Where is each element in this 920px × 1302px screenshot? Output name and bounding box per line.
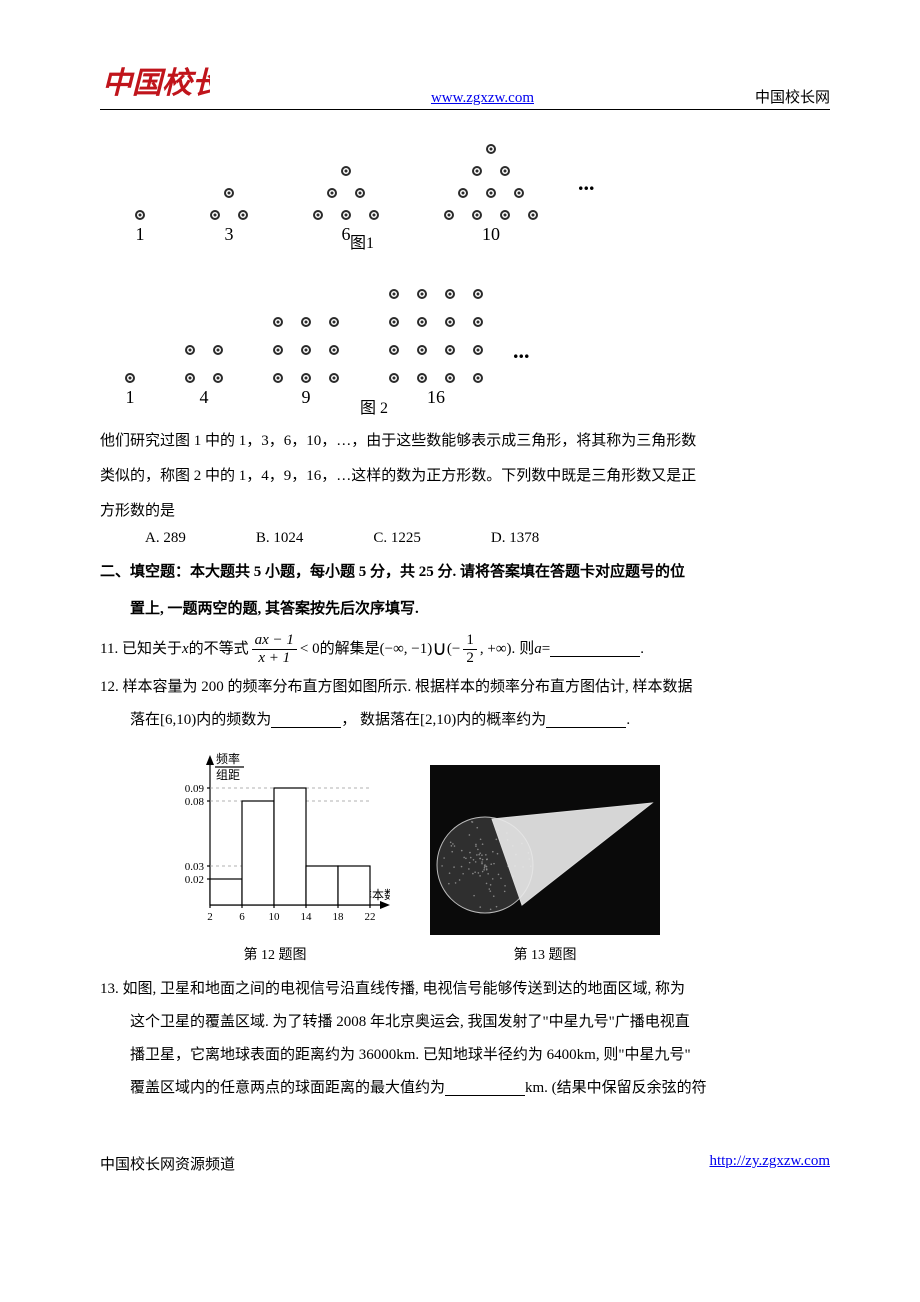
q11-set-b-close: , +∞). (480, 634, 515, 665)
svg-text:22: 22 (365, 911, 376, 923)
q10-paragraph-line2: 类似的，称图 2 中的 1，4，9，16，…这样的数为正方形数。下列数中既是三角… (100, 461, 830, 492)
q10-paragraph-line1: 他们研究过图 1 中的 1，3，6，10，…，由于这些数能够表示成三角形，将其称… (100, 426, 830, 457)
q11-var-a: a (534, 634, 542, 665)
q10-paragraph-line3: 方形数的是 (100, 496, 830, 527)
q11-union: ∪ (432, 629, 447, 670)
q12-figure: 频率组距样本数据0.020.030.080.092610141822 第 12 … (160, 745, 390, 964)
svg-text:组距: 组距 (216, 768, 240, 782)
figure-2-svg: 1 4 9 16... 图 2 (100, 258, 680, 418)
svg-text:6: 6 (239, 911, 245, 923)
q12-histogram: 频率组距样本数据0.020.030.080.092610141822 (160, 745, 390, 935)
q13-line1: 13. 如图, 卫星和地面之间的电视信号沿直线传播, 电视信号能够传送到达的地面… (100, 974, 830, 1005)
svg-text:0.09: 0.09 (185, 783, 205, 795)
q12-interval-1: [6,10) (160, 705, 196, 736)
svg-text:图 2: 图 2 (360, 400, 388, 417)
q11-half-num: 1 (463, 632, 477, 649)
site-url-link[interactable]: www.zgxzw.com (210, 90, 755, 107)
q12-text-d: 内的概率约为 (456, 705, 546, 736)
section-2-heading-line1: 二、填空题：本大题共 5 小题，每小题 5 分，共 25 分. 请将答案填在答题… (100, 557, 830, 588)
section-2-heading-line2: 置上, 一题两空的题, 其答案按先后次序填写. (100, 594, 830, 625)
svg-text:16: 16 (427, 387, 445, 407)
q12-blank-1 (271, 712, 341, 728)
q12-caption: 第 12 题图 (160, 944, 390, 964)
q12-line1: 12. 样本容量为 200 的频率分布直方图如图所示. 根据样本的频率分布直方图… (100, 672, 830, 703)
svg-text:中国校长: 中国校长 (102, 67, 210, 100)
q13-line2: 这个卫星的覆盖区域. 为了转播 2008 年北京奥运会, 我国发射了"中星九号"… (100, 1007, 830, 1038)
q10-option-a: A. 289 (145, 530, 186, 547)
q12-interval-2: [2,10) (420, 705, 456, 736)
q11-half-den: 2 (463, 650, 477, 667)
q12-text-b: 内的频数为 (196, 705, 271, 736)
svg-text:1: 1 (136, 224, 145, 244)
q12-text-e: . (626, 705, 630, 736)
site-logo: 中国校长 (100, 55, 210, 107)
svg-text:2: 2 (207, 911, 213, 923)
q11-half-frac: 1 2 (463, 632, 477, 666)
q11: 11. 已知关于 x 的不等式 ax − 1 x + 1 < 0 的解集是 (−… (100, 629, 830, 670)
q12-text-c: ， 数据落在 (341, 705, 420, 736)
q13-text-b: km. (结果中保留反余弦的符 (525, 1073, 707, 1104)
q10-option-d: D. 1378 (491, 530, 539, 547)
svg-text:频率: 频率 (216, 751, 240, 766)
page-header: 中国校长 www.zgxzw.com 中国校长网 (100, 55, 830, 110)
q11-lt0: < 0 (300, 634, 320, 665)
logo-icon: 中国校长 (100, 55, 210, 107)
q11-text-mid1: 的不等式 (189, 634, 249, 665)
q13-text-a: 覆盖区域内的任意两点的球面距离的最大值约为 (130, 1073, 445, 1104)
svg-text:18: 18 (333, 911, 345, 923)
svg-text:1: 1 (126, 387, 135, 407)
svg-text:0.02: 0.02 (185, 874, 204, 886)
svg-text:10: 10 (269, 911, 281, 923)
q12-q13-figures: 频率组距样本数据0.020.030.080.092610141822 第 12 … (160, 745, 830, 964)
q13-line4: 覆盖区域内的任意两点的球面距离的最大值约为 km. (结果中保留反余弦的符 (100, 1073, 830, 1104)
q13-figure: 第 13 题图 (430, 765, 660, 964)
q11-frac-num: ax − 1 (252, 632, 297, 649)
figure-1: 13610...图1 (100, 120, 830, 250)
q11-fraction: ax − 1 x + 1 (252, 632, 297, 666)
svg-text:3: 3 (225, 224, 234, 244)
q11-period: . (640, 634, 644, 665)
q10-options: A. 289 B. 1024 C. 1225 D. 1378 (100, 530, 830, 547)
q11-blank (550, 641, 640, 657)
svg-text:图1: 图1 (350, 235, 374, 250)
q12-text-a: 落在 (130, 705, 160, 736)
page-footer: 中国校长网资源频道 http://zy.zgxzw.com (100, 1153, 830, 1174)
page-container: 中国校长 www.zgxzw.com 中国校长网 13610...图1 1491… (0, 0, 920, 1214)
q10-option-c: C. 1225 (373, 530, 421, 547)
q11-text-pre: 11. 已知关于 (100, 634, 182, 665)
svg-text:...: ... (513, 338, 530, 363)
q12-blank-2 (546, 712, 626, 728)
q11-then: 则 (519, 634, 534, 665)
q11-set-b-open: (− (447, 634, 460, 665)
q10-option-b: B. 1024 (256, 530, 304, 547)
q13-line3: 播卫星，它离地球表面的距离约为 36000km. 已知地球半径约为 6400km… (100, 1040, 830, 1071)
site-name: 中国校长网 (755, 86, 830, 107)
q11-set-a: (−∞, −1) (380, 634, 433, 665)
figure-1-svg: 13610...图1 (100, 120, 680, 250)
svg-text:10: 10 (482, 224, 500, 244)
footer-link[interactable]: http://zy.zgxzw.com (709, 1153, 830, 1174)
q13-satellite-diagram (430, 765, 660, 935)
svg-text:9: 9 (302, 387, 311, 407)
q13-blank (445, 1080, 525, 1096)
q11-frac-den: x + 1 (255, 650, 293, 667)
svg-text:14: 14 (301, 911, 313, 923)
svg-text:...: ... (578, 170, 595, 195)
q12-line2: 落在 [6,10) 内的频数为 ， 数据落在 [2,10) 内的概率约为 . (100, 705, 830, 736)
figure-2: 1 4 9 16... 图 2 (100, 258, 830, 418)
q11-eq: = (542, 634, 550, 665)
footer-left: 中国校长网资源频道 (100, 1153, 235, 1174)
q11-text-mid2: 的解集是 (320, 634, 380, 665)
svg-text:0.08: 0.08 (185, 796, 205, 808)
q11-var-x: x (182, 634, 189, 665)
q13-caption: 第 13 题图 (430, 944, 660, 964)
svg-text:0.03: 0.03 (185, 861, 205, 873)
svg-text:4: 4 (200, 387, 209, 407)
